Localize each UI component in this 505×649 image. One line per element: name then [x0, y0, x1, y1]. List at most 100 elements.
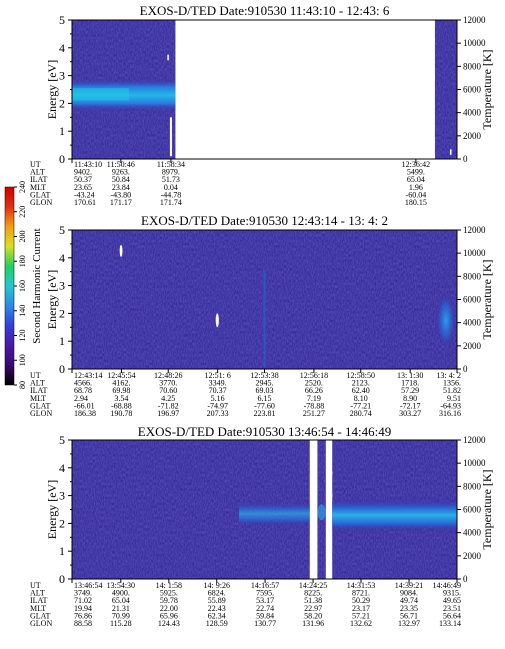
ephemeris-cell: 12:56:18: [300, 371, 328, 380]
ephemeris-cell: 12:53:38: [250, 371, 278, 380]
ephemeris-cell: 19.94: [74, 604, 92, 613]
panel-title: EXOS-D/TED Date:910530 13:46:54 - 14:46:…: [138, 424, 391, 439]
ephemeris-cell: 68.78: [74, 386, 92, 395]
y2-tick-label: 10000: [463, 248, 486, 258]
ephemeris-row-label: MLT: [30, 394, 46, 403]
y2-axis-label: Temperature [K]: [480, 49, 494, 129]
ephemeris-cell: 13: 4: 2: [437, 371, 461, 380]
y-axis-label: Energy [eV]: [45, 270, 59, 329]
emission-band: [332, 498, 457, 532]
y-tick-label: 2: [59, 96, 65, 110]
y2-tick-label: 12000: [463, 15, 486, 25]
ephemeris-cell: 12:48:26: [154, 371, 182, 380]
ephemeris-cell: 8.10: [354, 394, 368, 403]
ephemeris-cell: 186.38: [74, 409, 96, 418]
ephemeris-cell: 2945.: [256, 379, 274, 388]
ephemeris-cell: 14: 9:26: [204, 581, 230, 590]
colorbar-tick-label: 140: [18, 305, 27, 317]
ephemeris-cell: 8225.: [304, 589, 322, 598]
ephemeris-cell: 13:54:30: [107, 581, 135, 590]
ephemeris-cell: 51.82: [443, 386, 461, 395]
ephemeris-cell: 70.60: [159, 386, 177, 395]
ephemeris-cell: 130.77: [254, 619, 276, 628]
ephemeris-cell: 12:58:50: [347, 371, 375, 380]
ephemeris-cell: -71.82: [158, 401, 179, 410]
y2-tick-label: 2000: [463, 341, 482, 351]
y-tick-label: 1: [59, 544, 65, 558]
ephemeris-cell: 14:31:53: [347, 581, 375, 590]
ephemeris-row-label: GLAT: [30, 401, 51, 410]
ephemeris-row-label: ALT: [30, 168, 45, 177]
ephemeris-cell: 280.74: [350, 409, 372, 418]
y2-tick-label: 12000: [463, 225, 486, 235]
ephemeris-cell: 170.61: [74, 198, 96, 207]
panel-title: EXOS-D/TED Date:910530 11:43:10 - 12:43:…: [140, 3, 390, 18]
panel-3: EXOS-D/TED Date:910530 13:46:54 - 14:46:…: [30, 424, 494, 628]
ephemeris-cell: 56.71: [400, 611, 418, 620]
y-tick-label: 5: [59, 223, 65, 237]
ephemeris-cell: 11:43:10: [74, 160, 102, 169]
y2-tick-label: 2000: [463, 131, 482, 141]
ephemeris-row-label: GLON: [30, 198, 52, 207]
ephemeris-cell: -64.93: [440, 401, 461, 410]
ephemeris-row-label: MLT: [30, 604, 46, 613]
ephemeris-cell: 57.29: [401, 386, 419, 395]
ephemeris-row-label: ILAT: [30, 596, 47, 605]
colorbar-tick-label: 100: [18, 354, 27, 366]
ephemeris-cell: 207.33: [207, 409, 229, 418]
ephemeris-cell: 9402.: [74, 168, 92, 177]
ephemeris-cell: 14:16:57: [251, 581, 279, 590]
y2-tick-label: 2000: [463, 551, 482, 561]
emission-blob: [317, 504, 326, 521]
ephemeris-cell: 14:46:49: [433, 581, 461, 590]
y-tick-label: 4: [59, 461, 65, 475]
y-tick-label: 5: [59, 433, 65, 447]
ephemeris-cell: 6824.: [208, 589, 226, 598]
ephemeris-cell: 56.64: [443, 611, 461, 620]
ephemeris-cell: 132.97: [398, 619, 420, 628]
ephemeris-cell: 71.02: [74, 596, 92, 605]
ephemeris-cell: 51.38: [304, 596, 322, 605]
ephemeris-cell: 14:39:21: [395, 581, 423, 590]
ephemeris-cell: 2123.: [352, 379, 370, 388]
y-tick-label: 0: [59, 362, 65, 376]
ephemeris-cell: 13:46:54: [74, 581, 102, 590]
saturated-spot: [329, 491, 333, 500]
y-tick-label: 3: [59, 489, 65, 503]
y-tick-label: 2: [59, 516, 65, 530]
ephemeris-cell: 5.16: [211, 394, 225, 403]
ephemeris-cell: -77.60: [254, 401, 275, 410]
ephemeris-cell: 9315.: [443, 589, 461, 598]
ephemeris-cell: 53.17: [256, 596, 274, 605]
ephemeris-cell: 133.14: [439, 619, 461, 628]
ephemeris-cell: 23.17: [352, 604, 370, 613]
colorbar-tick-label: 120: [18, 330, 27, 342]
ephemeris-cell: 5925.: [160, 589, 178, 598]
ephemeris-cell: -78.88: [304, 401, 325, 410]
y2-tick-label: 6000: [463, 85, 482, 95]
ephemeris-cell: 76.86: [74, 611, 92, 620]
ephemeris-cell: 171.17: [110, 198, 132, 207]
ephemeris-cell: 2.94: [74, 394, 88, 403]
ephemeris-cell: 1.96: [409, 183, 423, 192]
y2-tick-label: 4000: [463, 108, 482, 118]
ephemeris-cell: 65.04: [112, 596, 130, 605]
data-gap-spike: [167, 54, 169, 61]
ephemeris-cell: -77.21: [350, 401, 371, 410]
saturated-spot: [329, 469, 333, 478]
emission-core: [72, 88, 129, 101]
ephemeris-cell: 3770.: [159, 379, 177, 388]
ephemeris-cell: -43.24: [74, 190, 95, 199]
y-tick-label: 3: [59, 69, 65, 83]
colorbar-tick-label: 240: [18, 181, 27, 193]
ephemeris-row-label: UT: [30, 581, 41, 590]
ephemeris-cell: 251.27: [303, 409, 325, 418]
ephemeris-cell: 88.58: [74, 619, 92, 628]
data-gap-spike: [450, 149, 452, 155]
ephemeris-cell: 132.62: [350, 619, 372, 628]
ephemeris-cell: 50.84: [112, 175, 130, 184]
ephemeris-row-label: ALT: [30, 379, 45, 388]
data-gap-spike: [169, 117, 172, 157]
ephemeris-cell: 66.26: [305, 386, 323, 395]
ephemeris-cell: 49.65: [443, 596, 461, 605]
